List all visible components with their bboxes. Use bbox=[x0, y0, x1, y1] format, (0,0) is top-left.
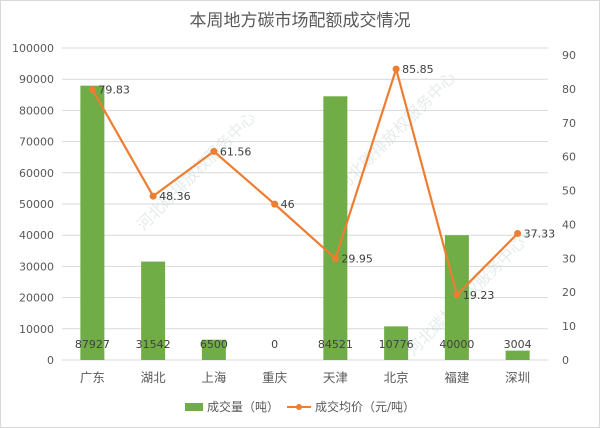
bar-广东[interactable] bbox=[80, 85, 105, 361]
bar-天津[interactable] bbox=[323, 96, 348, 360]
y-axis-tick-left: 40000 bbox=[19, 229, 54, 242]
price-point-北京[interactable] bbox=[392, 65, 400, 73]
y-axis-tick-left: 20000 bbox=[19, 292, 54, 305]
price-value-label: 85.85 bbox=[402, 63, 434, 76]
y-axis-tick-right: 10 bbox=[562, 320, 576, 333]
price-value-label: 37.33 bbox=[524, 227, 556, 240]
bar-value-label: 84521 bbox=[318, 338, 353, 351]
y-axis-tick-left: 100000 bbox=[12, 42, 54, 55]
y-axis-tick-right: 50 bbox=[562, 185, 576, 198]
chart-legend: 成交量（吨） 成交均价（元/吨） bbox=[0, 398, 600, 415]
line-marker-icon bbox=[286, 402, 311, 412]
bar-value-label: 10776 bbox=[379, 338, 414, 351]
price-value-label: 29.95 bbox=[341, 253, 373, 266]
x-axis-tick: 福建 bbox=[444, 370, 470, 385]
price-point-福建[interactable] bbox=[453, 291, 461, 299]
price-point-重庆[interactable] bbox=[271, 200, 279, 208]
price-point-湖北[interactable] bbox=[149, 192, 157, 200]
y-axis-tick-left: 60000 bbox=[19, 167, 54, 180]
price-value-label: 48.36 bbox=[159, 190, 191, 203]
y-axis-tick-left: 30000 bbox=[19, 260, 54, 273]
price-point-天津[interactable] bbox=[331, 255, 339, 263]
legend-item-volume[interactable]: 成交量（吨） bbox=[184, 398, 279, 415]
bar-value-label: 0 bbox=[271, 338, 278, 351]
y-axis-tick-right: 20 bbox=[562, 286, 576, 299]
watermark-text: 河北碳排放权服务中心 bbox=[133, 108, 260, 235]
price-line bbox=[91, 65, 519, 297]
x-axis-tick: 重庆 bbox=[262, 370, 288, 385]
bar-swatch-icon bbox=[184, 402, 203, 411]
y-axis-tick-right: 40 bbox=[562, 218, 576, 231]
watermark-text: 河北碳排放权服务中心 bbox=[333, 68, 460, 195]
x-axis-tick: 北京 bbox=[384, 370, 409, 385]
price-point-广东[interactable] bbox=[88, 85, 96, 93]
legend-item-price[interactable]: 成交均价（元/吨） bbox=[286, 398, 416, 415]
y-axis-tick-left: 80000 bbox=[19, 104, 54, 117]
x-axis-tick: 上海 bbox=[201, 370, 227, 385]
legend-label-volume: 成交量（吨） bbox=[206, 400, 279, 414]
bar-北京[interactable] bbox=[384, 326, 409, 360]
y-axis-tick-left: 50000 bbox=[19, 198, 54, 211]
bar-value-label: 31542 bbox=[136, 338, 171, 351]
bar-深圳[interactable] bbox=[505, 350, 530, 360]
y-axis-tick-left: 70000 bbox=[19, 136, 54, 149]
legend-label-price: 成交均价（元/吨） bbox=[314, 400, 416, 414]
x-axis-tick: 深圳 bbox=[505, 370, 530, 385]
bar-value-label: 3004 bbox=[504, 338, 532, 351]
y-axis-tick-left: 10000 bbox=[19, 323, 54, 336]
x-axis-tick: 湖北 bbox=[141, 370, 167, 385]
price-value-label: 61.56 bbox=[220, 145, 252, 158]
bar-湖北[interactable] bbox=[141, 261, 166, 360]
y-axis-tick-right: 80 bbox=[562, 83, 576, 96]
bar-value-label: 87927 bbox=[75, 338, 110, 351]
x-axis-tick: 天津 bbox=[323, 370, 348, 385]
y-axis-tick-right: 0 bbox=[562, 354, 569, 367]
y-axis-tick-right: 90 bbox=[562, 49, 576, 62]
y-axis-tick-right: 30 bbox=[562, 252, 576, 265]
price-point-深圳[interactable] bbox=[514, 229, 522, 237]
price-value-label: 19.23 bbox=[463, 289, 495, 302]
x-axis-tick: 广东 bbox=[80, 370, 105, 385]
y-axis-tick-left: 0 bbox=[47, 354, 54, 367]
bar-value-label: 40000 bbox=[439, 338, 474, 351]
price-value-label: 46 bbox=[281, 198, 295, 211]
y-axis-tick-right: 60 bbox=[562, 151, 576, 164]
price-point-上海[interactable] bbox=[210, 147, 218, 155]
y-axis-tick-left: 90000 bbox=[19, 73, 54, 86]
chart-title: 本周地方碳市场配额成交情况 bbox=[189, 11, 411, 31]
bar-value-label: 6500 bbox=[200, 338, 228, 351]
y-axis-tick-right: 70 bbox=[562, 117, 576, 130]
price-value-label: 79.83 bbox=[98, 83, 130, 96]
bar-上海[interactable] bbox=[201, 339, 226, 360]
